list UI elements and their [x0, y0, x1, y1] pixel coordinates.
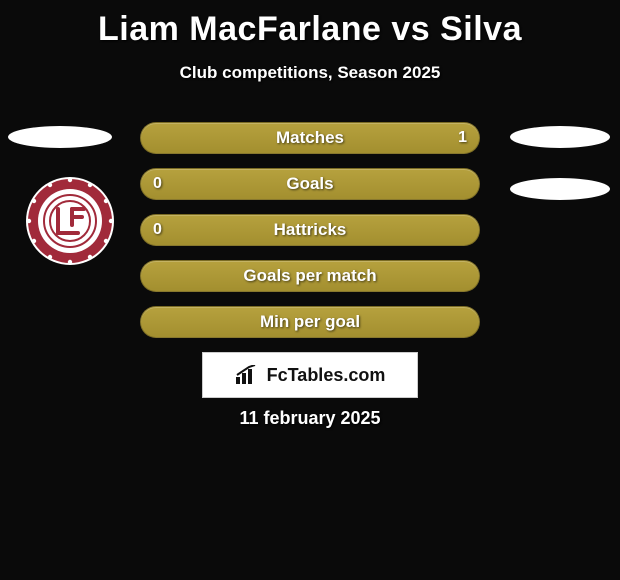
stat-bar-matches: Matches 1: [140, 122, 480, 154]
stat-bar-goals-per-match: Goals per match: [140, 260, 480, 292]
player-left-placeholder: [8, 126, 112, 148]
brand-box[interactable]: FcTables.com: [202, 352, 418, 398]
page-subtitle: Club competitions, Season 2025: [0, 63, 620, 83]
brand-text: FcTables.com: [267, 365, 386, 386]
stat-bar-min-per-goal: Min per goal: [140, 306, 480, 338]
player-right-placeholder-1: [510, 126, 610, 148]
stat-label: Hattricks: [141, 215, 479, 245]
stat-right-value: 1: [458, 123, 467, 153]
page-title: Liam MacFarlane vs Silva: [0, 0, 620, 49]
bars-icon: [235, 365, 261, 385]
stat-label: Min per goal: [141, 307, 479, 337]
date-label: 11 february 2025: [0, 408, 620, 429]
stat-bar-hattricks: 0 Hattricks: [140, 214, 480, 246]
stat-bars: Matches 1 0 Goals 0 Hattricks Goals per …: [140, 122, 480, 352]
stat-bar-goals: 0 Goals: [140, 168, 480, 200]
crest-icon: [20, 171, 120, 271]
club-crest: [20, 176, 120, 266]
player-right-placeholder-2: [510, 178, 610, 200]
stat-label: Goals per match: [141, 261, 479, 291]
stat-label: Matches: [141, 123, 479, 153]
stat-label: Goals: [141, 169, 479, 199]
